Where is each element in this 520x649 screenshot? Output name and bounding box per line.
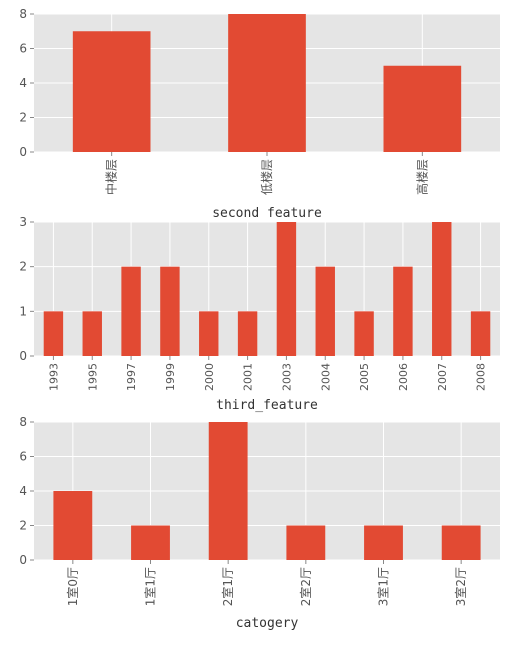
bar-third-feature-1 — [82, 311, 102, 356]
bar-third-feature-0 — [43, 311, 64, 356]
x-axis-title: catogery — [236, 616, 299, 631]
x-tick-label: 2室2厅 — [298, 567, 313, 606]
bar-third-feature-9 — [393, 266, 413, 356]
bar-third-feature-5 — [237, 311, 258, 356]
bar-third-feature-2 — [121, 266, 141, 356]
bar-second-feature-2 — [383, 65, 462, 152]
y-tick-label: 0 — [19, 349, 27, 363]
y-tick-label: 3 — [19, 215, 27, 229]
y-tick-label: 6 — [19, 42, 27, 56]
x-tick-label: 2008 — [475, 363, 488, 391]
x-tick-label: 1993 — [47, 363, 60, 391]
x-tick-label: 1995 — [86, 363, 99, 391]
chart-catogery: 0 2 4 6 8 1室0厅 1室1厅 2室1厅 2室2厅 3室1厅 3室2厅 catogery — [19, 415, 500, 631]
bar-third-feature-11 — [470, 311, 491, 356]
x-tick-label: 2003 — [280, 363, 293, 391]
x-tick-label: 低楼层 — [259, 159, 274, 195]
y-tick-label: 0 — [19, 145, 27, 159]
x-axis-title: third_feature — [216, 398, 318, 413]
x-tick-label: 1997 — [125, 363, 138, 391]
y-tick-label: 8 — [19, 415, 27, 429]
bar-third-feature-3 — [160, 266, 180, 356]
chart-second-feature: 0 2 4 6 8 中楼层 低楼层 高楼层 second feature — [19, 7, 500, 221]
bar-catogery-5 — [441, 525, 481, 560]
y-tick-label: 6 — [19, 450, 27, 464]
y-tick-label: 4 — [19, 76, 27, 90]
x-tick-label: 中楼层 — [104, 159, 119, 195]
x-tick-label: 2007 — [436, 363, 449, 391]
y-tick-label: 2 — [19, 519, 27, 533]
bar-catogery-4 — [364, 525, 403, 560]
x-tick-label: 1室1厅 — [143, 567, 158, 606]
bar-catogery-0 — [53, 491, 93, 560]
bar-third-feature-4 — [199, 311, 219, 356]
x-tick-label: 高楼层 — [414, 159, 429, 195]
bar-second-feature-0 — [72, 31, 151, 152]
x-tick-label: 2006 — [397, 363, 410, 391]
y-tick-label: 1 — [19, 304, 27, 318]
bar-catogery-3 — [286, 525, 326, 560]
chart-third-feature: 0 1 2 3 1993 1995 1997 1999 2000 2001 2003 2004 2005… — [19, 215, 500, 413]
bar-second-feature-1 — [228, 14, 306, 152]
x-tick-label: 2室1厅 — [220, 567, 235, 606]
y-tick-label: 4 — [19, 484, 27, 498]
x-tick-label: 3室1厅 — [376, 567, 391, 606]
bar-third-feature-6 — [276, 222, 297, 356]
x-axis-title: second feature — [212, 206, 322, 221]
x-tick-label: 1室0厅 — [65, 567, 80, 606]
x-tick-label: 1999 — [164, 363, 177, 391]
y-tick-label: 2 — [19, 260, 27, 274]
x-tick-label: 2000 — [203, 363, 216, 391]
bar-catogery-1 — [131, 525, 170, 560]
bar-third-feature-10 — [432, 222, 452, 356]
y-tick-label: 0 — [19, 553, 27, 567]
x-tick-label: 2001 — [242, 363, 255, 391]
bar-catogery-2 — [208, 422, 248, 560]
bar-third-feature-8 — [354, 311, 374, 356]
x-tick-label: 3室2厅 — [453, 567, 468, 606]
bar-third-feature-7 — [315, 266, 335, 356]
plot-area — [34, 222, 500, 356]
x-tick-label: 2004 — [319, 363, 332, 391]
y-tick-label: 8 — [19, 7, 27, 21]
x-tick-label: 2005 — [358, 363, 371, 391]
y-tick-label: 2 — [19, 111, 27, 125]
